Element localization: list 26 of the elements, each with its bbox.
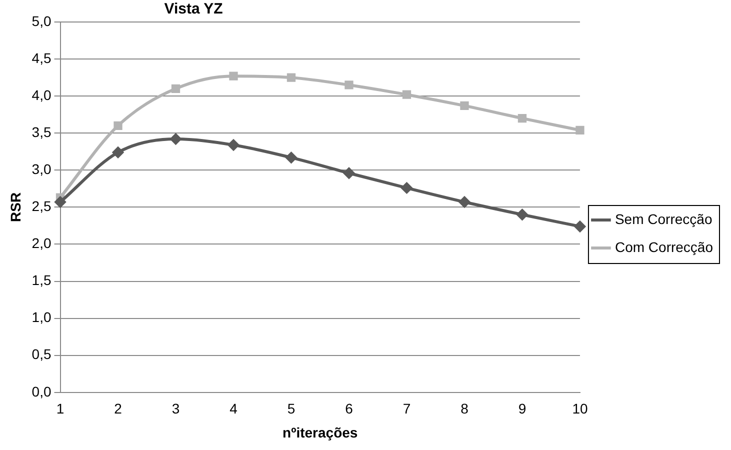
x-tick-label: 6 xyxy=(345,400,354,417)
x-tick-label: 4 xyxy=(230,400,238,417)
y-tick-label: 1,5 xyxy=(32,272,52,288)
x-axis-title: nºiterações xyxy=(282,424,358,440)
y-tick-label: 0,5 xyxy=(32,346,52,362)
y-tick-label: 4,0 xyxy=(32,86,52,103)
y-tick-label: 0,0 xyxy=(32,383,52,400)
y-axis-title: RSR xyxy=(7,192,24,222)
legend-label: Com Correcção xyxy=(614,238,714,255)
x-tick-label: 3 xyxy=(172,400,180,417)
y-tick-label: 5,0 xyxy=(32,12,52,29)
x-tick-label: 5 xyxy=(287,400,296,417)
x-tick-label: 10 xyxy=(572,400,588,417)
y-tick-label: 1,0 xyxy=(32,309,52,326)
x-tick-label: 7 xyxy=(402,400,411,417)
y-tick-label: 2,5 xyxy=(32,198,52,214)
x-tick-label: 1 xyxy=(56,400,64,417)
y-tick-label: 2,0 xyxy=(32,235,52,252)
chart-title: Vista YZ xyxy=(164,0,223,18)
y-tick-label: 3,0 xyxy=(32,161,52,178)
y-tick-label: 4,5 xyxy=(32,50,52,66)
x-tick-label: 2 xyxy=(114,400,122,417)
x-tick-label: 9 xyxy=(518,400,526,417)
y-tick-label: 3,5 xyxy=(32,124,52,140)
legend-label: Sem Correcção xyxy=(614,210,712,227)
x-tick-label: 8 xyxy=(460,400,469,417)
